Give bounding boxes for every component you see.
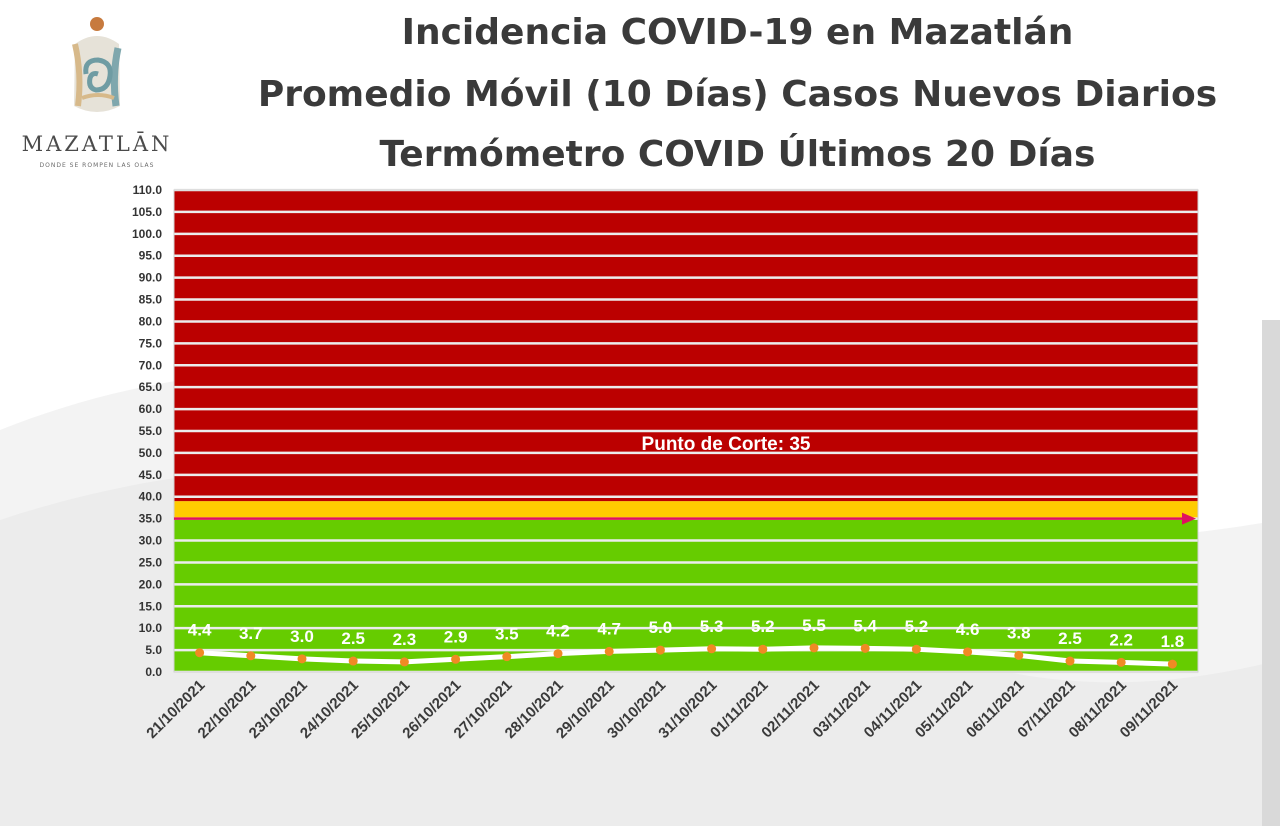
- data-point: [246, 651, 256, 661]
- data-label: 3.5: [495, 625, 519, 644]
- y-tick-label: 95.0: [139, 249, 163, 263]
- data-label: 5.0: [649, 618, 673, 637]
- data-label: 5.2: [905, 617, 929, 636]
- data-label: 4.7: [597, 619, 621, 638]
- y-tick-label: 15.0: [139, 599, 163, 613]
- data-point: [860, 643, 870, 653]
- chart-title-line-1: Incidencia COVID-19 en Mazatlán: [401, 12, 1074, 53]
- y-tick-label: 55.0: [139, 424, 163, 438]
- y-tick-label: 90.0: [139, 271, 163, 285]
- data-label: 3.8: [1007, 623, 1031, 642]
- data-label: 3.7: [239, 624, 263, 643]
- mazatlan-logo: MAZATLĀN DONDE SE ROMPEN LAS OLAS: [12, 14, 182, 174]
- data-label: 4.2: [546, 622, 570, 641]
- logo-wordmark: MAZATLĀN: [21, 132, 173, 156]
- y-tick-label: 60.0: [139, 402, 163, 416]
- data-point: [809, 643, 819, 653]
- data-point: [399, 657, 409, 667]
- logo-tagline: DONDE SE ROMPEN LAS OLAS: [39, 162, 155, 169]
- data-point: [963, 647, 973, 657]
- chart-title-line-3: Termómetro COVID Últimos 20 Días: [379, 134, 1096, 175]
- series-markers: [195, 643, 1177, 669]
- y-tick-label: 20.0: [139, 577, 163, 591]
- y-tick-label: 30.0: [139, 534, 163, 548]
- cutoff-marker: Punto de Corte: 35: [174, 434, 1196, 525]
- y-tick-label: 45.0: [139, 468, 163, 482]
- y-tick-label: 85.0: [139, 293, 163, 307]
- data-point: [655, 645, 665, 655]
- x-axis: 21/10/202122/10/202123/10/202124/10/2021…: [143, 677, 1181, 742]
- data-point: [297, 654, 307, 664]
- data-label: 5.4: [853, 616, 877, 635]
- data-point: [1116, 657, 1126, 667]
- y-tick-label: 70.0: [139, 358, 163, 372]
- data-label: 2.5: [341, 629, 365, 648]
- data-point: [604, 646, 614, 656]
- y-tick-label: 25.0: [139, 555, 163, 569]
- data-label: 3.0: [290, 627, 314, 646]
- y-tick-label: 10.0: [139, 621, 163, 635]
- y-tick-label: 100.0: [132, 227, 162, 241]
- data-point: [1065, 656, 1075, 666]
- cutoff-label: Punto de Corte: 35: [642, 434, 811, 455]
- y-tick-label: 80.0: [139, 314, 163, 328]
- zone-rojo: [174, 190, 1198, 502]
- cutoff-arrowhead-icon: [1182, 512, 1196, 525]
- data-point: [348, 656, 358, 666]
- data-label: 2.3: [393, 630, 417, 649]
- series-line-path: [197, 645, 1175, 667]
- data-label: 5.5: [802, 616, 826, 635]
- y-tick-label: 65.0: [139, 380, 163, 394]
- data-labels: 4.4 3.7 3.0 2.5 2.3 2.9 3.5 4.2 4.7 5.0 5.3 5.2 5.5 5…: [188, 616, 1184, 651]
- data-label: 2.5: [1058, 629, 1082, 648]
- data-label: 2.2: [1109, 630, 1133, 649]
- data-point: [1014, 650, 1024, 660]
- data-point: [451, 654, 461, 664]
- zone-verde: [174, 518, 1198, 672]
- data-point: [195, 648, 205, 658]
- data-label: 4.6: [956, 620, 980, 639]
- data-point: [553, 649, 563, 659]
- data-label: 2.9: [444, 627, 468, 646]
- risk-zones: [174, 190, 1198, 672]
- data-point: [707, 644, 717, 654]
- shell-emblem-icon: [72, 17, 122, 112]
- data-label: 1.8: [1161, 632, 1185, 651]
- data-point: [502, 652, 512, 662]
- data-label: 5.3: [700, 617, 724, 636]
- y-tick-label: 105.0: [132, 205, 162, 219]
- data-label: 4.4: [188, 621, 212, 640]
- y-tick-label: 75.0: [139, 336, 163, 350]
- y-tick-label: 35.0: [139, 512, 163, 526]
- y-axis: 0.0 5.0 10.0 15.0 20.0 25.0 30.0 35.0 40.0 45.0 50…: [132, 183, 162, 679]
- chart-title-line-2: Promedio Móvil (10 Días) Casos Nuevos Di…: [257, 74, 1218, 115]
- y-tick-label: 5.0: [145, 643, 162, 657]
- zone-amarillo: [174, 501, 1198, 519]
- y-tick-label: 0.0: [145, 665, 162, 679]
- data-point: [758, 644, 768, 654]
- y-tick-label: 50.0: [139, 446, 163, 460]
- series-line: [197, 645, 1175, 667]
- data-point: [911, 644, 921, 654]
- y-tick-label: 40.0: [139, 490, 163, 504]
- plot-frame: [173, 189, 1199, 673]
- data-point: [1167, 659, 1177, 669]
- data-label: 5.2: [751, 617, 775, 636]
- y-tick-label: 110.0: [133, 183, 163, 197]
